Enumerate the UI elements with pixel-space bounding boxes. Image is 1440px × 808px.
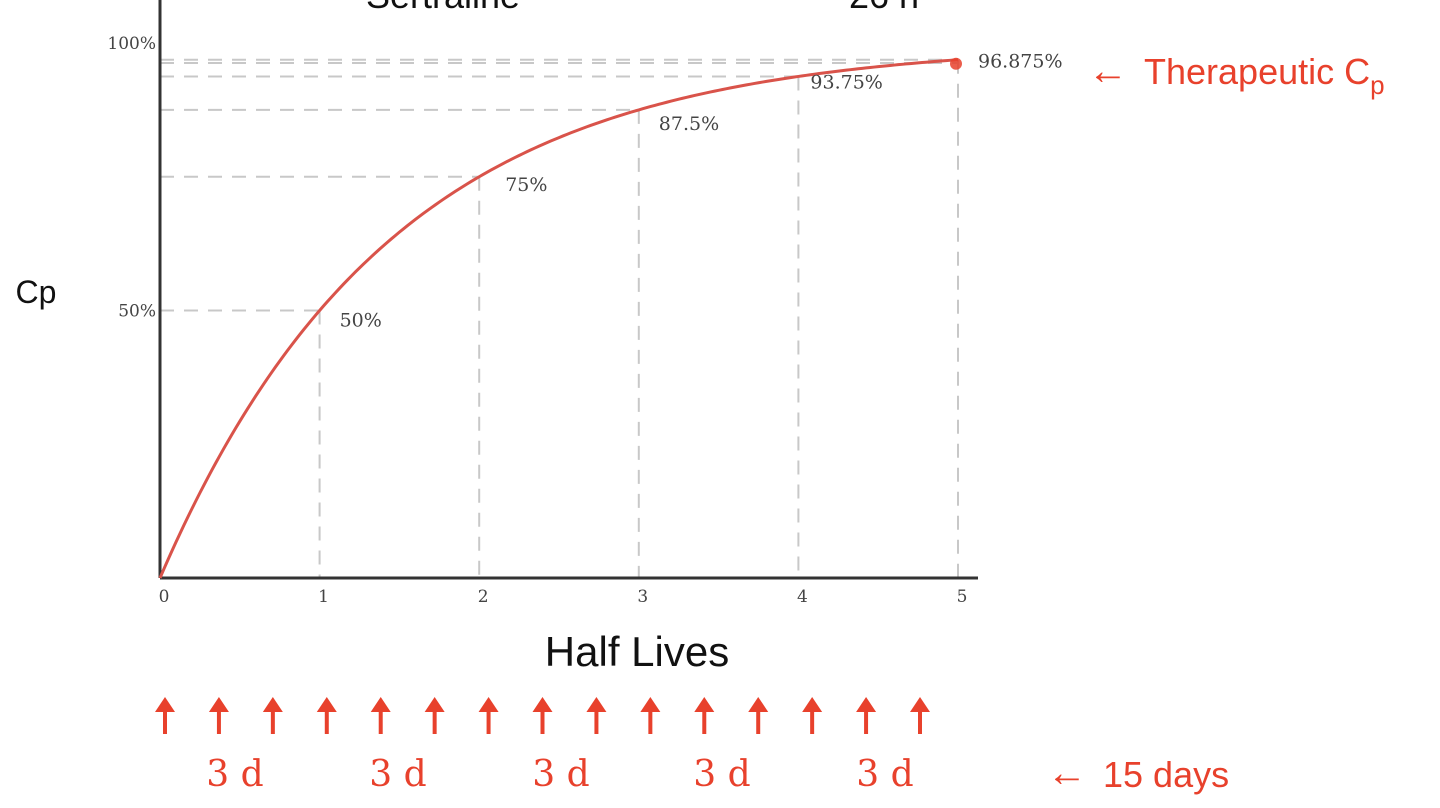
dose-arrowhead-icon (586, 697, 607, 712)
y-tick-label: 50% (118, 302, 156, 322)
x-axis-label: Half Lives (545, 628, 729, 675)
x-tick-label: 4 (797, 587, 808, 607)
dosing-arrows: 3 d 3 d 3 d 3 d 3 d (155, 697, 930, 795)
x-tick-label: 1 (318, 587, 329, 607)
dose-interval-label: 3 d (856, 754, 913, 795)
dose-interval-label: 3 d (369, 754, 426, 795)
dose-arrowhead-icon (694, 697, 715, 712)
half-life: 26 h (849, 0, 919, 16)
dose-arrowhead-icon (370, 697, 391, 712)
dose-arrowhead-icon (748, 697, 769, 712)
reference-lines (160, 58, 959, 578)
data-point-label: 50% (340, 310, 382, 332)
dose-interval-label: 3 d (206, 754, 263, 795)
dose-arrowhead-icon (208, 697, 229, 712)
point-labels: 50% 75% 87.5% 93.75% 96.875% (340, 51, 1063, 332)
x-tick-label: 5 (957, 587, 968, 607)
dose-arrowhead-icon (856, 697, 877, 712)
data-point-label: 93.75% (810, 71, 882, 93)
therapeutic-text: Therapeutic C (1144, 51, 1370, 92)
duration-label: 15 days (1103, 754, 1229, 795)
dose-arrowhead-icon (910, 697, 930, 712)
dose-arrowhead-icon (155, 697, 175, 712)
series-line (158, 58, 959, 579)
dose-arrowhead-icon (532, 697, 553, 712)
duration-arrow-icon: ← (1047, 751, 1087, 795)
x-tick-label: 0 (159, 587, 170, 607)
therapeutic-subscript: p (1370, 70, 1384, 100)
dose-arrowhead-icon (802, 697, 823, 712)
x-tick-label: 2 (478, 587, 489, 607)
dose-arrowhead-icon (262, 697, 283, 712)
axes: 0 1 2 3 4 5 50% 100% (107, 0, 978, 607)
dose-interval-label: 3 d (693, 754, 750, 795)
data-point-label: 87.5% (659, 113, 719, 135)
highlight-point (950, 57, 962, 70)
dose-arrowhead-icon (478, 697, 499, 712)
drug-name: Sertraline (366, 0, 520, 16)
curve (158, 57, 962, 579)
dose-interval-label: 3 d (532, 754, 589, 795)
x-tick-label: 3 (637, 587, 648, 607)
y-tick-label: 100% (107, 34, 156, 54)
data-point-label: 96.875% (978, 51, 1063, 73)
therapeutic-arrow-icon: ← (1088, 49, 1128, 93)
dose-arrowhead-icon (640, 697, 661, 712)
data-point-label: 75% (505, 174, 547, 196)
therapeutic-label: Therapeutic Cp (1144, 51, 1385, 100)
y-axis-label: Cp (16, 274, 57, 310)
dose-arrowhead-icon (424, 697, 445, 712)
dose-arrowhead-icon (316, 697, 337, 712)
